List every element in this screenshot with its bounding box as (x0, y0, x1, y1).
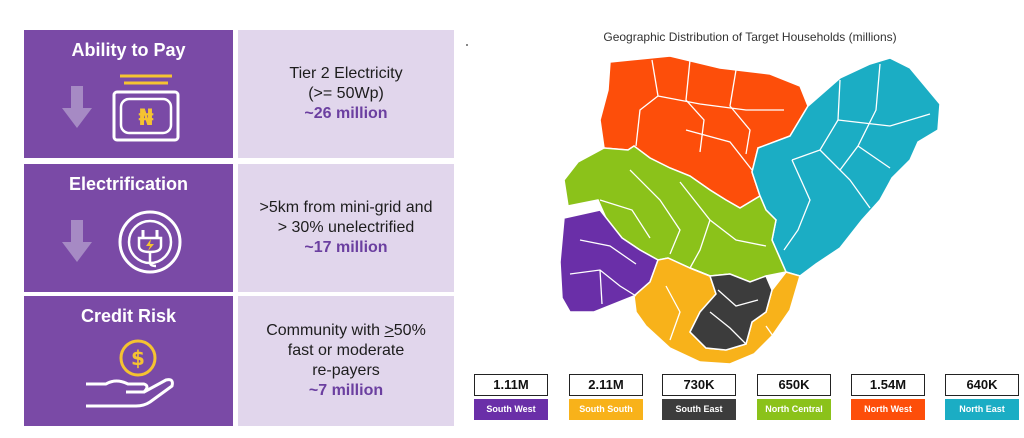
legend-item: 1.54M North West (851, 374, 925, 420)
household-count: ~17 million (304, 239, 388, 256)
detail-line: Tier 2 Electricity (289, 65, 403, 82)
down-arrow-icon (62, 86, 92, 128)
region-north-east (751, 57, 941, 277)
legend-value: 1.54M (851, 374, 925, 396)
criteria-panel: Credit Risk $ (24, 296, 233, 426)
funnel-row-ability-to-pay: Ability to Pay ₦ Tier 2 Electricity (>= … (24, 30, 454, 158)
legend-value: 730K (662, 374, 736, 396)
chart-title: Geographic Distribution of Target Househ… (603, 30, 897, 44)
legend-value: 640K (945, 374, 1019, 396)
legend-label: South East (662, 399, 736, 420)
legend-item: 650K North Central (757, 374, 831, 420)
funnel-row-credit-risk: Credit Risk $ Community with >50% fast o… (24, 296, 454, 426)
criteria-detail: >5km from mini-grid and > 30% unelectrif… (238, 164, 454, 292)
household-count: ~7 million (308, 382, 384, 399)
state-borders (569, 59, 931, 347)
legend-label: North West (851, 399, 925, 420)
detail-line: >5km from mini-grid and (259, 199, 433, 216)
legend-item: 2.11M South South (569, 374, 643, 420)
legend-label: South West (474, 399, 548, 420)
detail-line: > 30% unelectrified (277, 219, 415, 236)
criteria-panel: Ability to Pay ₦ (24, 30, 233, 158)
detail-line: Community with >50% (266, 322, 426, 339)
detail-line: fast or moderate (287, 342, 405, 359)
targeting-funnel: Ability to Pay ₦ Tier 2 Electricity (>= … (24, 30, 454, 428)
hand-coin-icon: $ (86, 339, 174, 408)
svg-text:₦: ₦ (138, 106, 153, 131)
stray-dot (466, 44, 468, 46)
legend-label: South South (569, 399, 643, 420)
legend-value: 1.11M (474, 374, 548, 396)
legend-item: 640K North East (945, 374, 1019, 420)
criteria-title: Ability to Pay (71, 40, 186, 60)
legend-label: North East (945, 399, 1019, 420)
nigeria-region-map (559, 55, 941, 365)
region-south-east (689, 267, 773, 351)
criteria-panel: Electrification (24, 164, 233, 292)
svg-text:$: $ (131, 346, 145, 370)
legend-value: 650K (757, 374, 831, 396)
criteria-title: Credit Risk (80, 306, 177, 326)
legend-item: 1.11M South West (474, 374, 548, 420)
legend-item: 730K South East (662, 374, 736, 420)
household-count: ~26 million (304, 105, 388, 122)
funnel-row-electrification: Electrification >5km from mini-grid and … (24, 164, 454, 292)
down-arrow-icon (62, 220, 92, 262)
criteria-title: Electrification (68, 174, 189, 194)
legend-value: 2.11M (569, 374, 643, 396)
criteria-detail: Tier 2 Electricity (>= 50Wp) ~26 million (238, 30, 454, 158)
electric-plug-icon (118, 210, 182, 274)
detail-line: (>= 50Wp) (308, 85, 384, 102)
legend-label: North Central (757, 399, 831, 420)
criteria-detail: Community with >50% fast or moderate re-… (238, 296, 454, 426)
banknote-icon: ₦ (112, 74, 180, 142)
detail-line: re-payers (312, 362, 380, 379)
